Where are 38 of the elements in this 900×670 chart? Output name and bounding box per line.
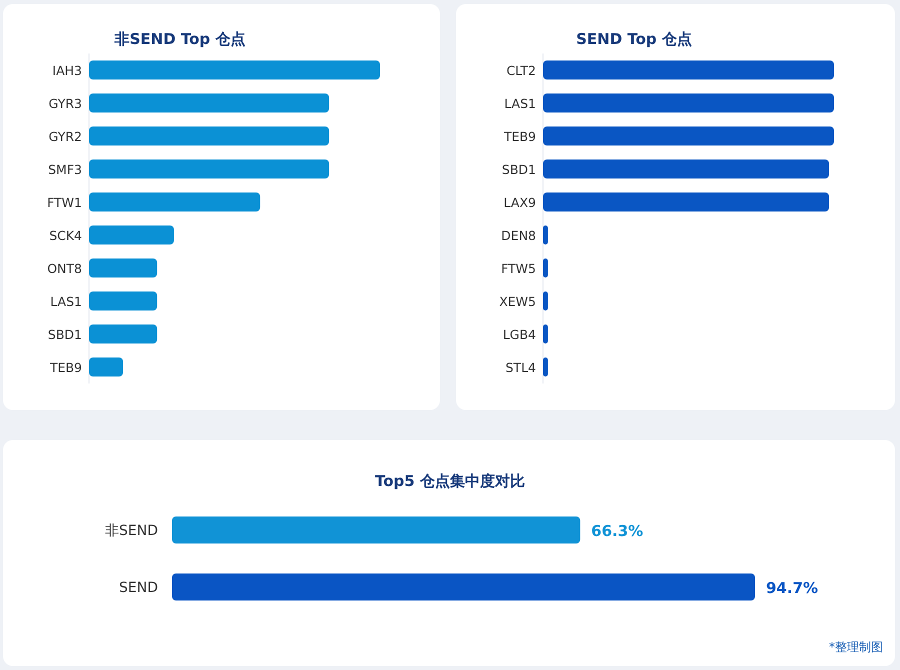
bar	[89, 324, 158, 344]
y-tick-label: STL4	[506, 360, 536, 375]
data-label: 66.3%	[591, 522, 644, 540]
chart-title: SEND Top 仓点	[576, 30, 692, 48]
bar	[89, 292, 158, 310]
y-tick-label: FTW1	[47, 195, 82, 210]
y-tick-label: GYR3	[48, 96, 82, 111]
y-tick-label: XEW5	[499, 294, 536, 309]
y-tick-label: GYR2	[48, 129, 82, 144]
bar	[89, 358, 124, 376]
y-tick-label: ONT8	[47, 261, 82, 276]
y-tick-label: LAS1	[504, 96, 536, 111]
y-tick-label: FTW5	[501, 261, 536, 276]
y-tick-label: SCK4	[49, 228, 82, 243]
data-label: 94.7%	[766, 579, 818, 597]
y-tick-label: DEN8	[501, 228, 536, 243]
chart-title: Top5 仓点集中度对比	[375, 472, 525, 490]
y-tick-label: SMF3	[48, 162, 82, 177]
bar	[89, 226, 174, 244]
bar	[89, 94, 330, 112]
y-tick-label: SEND	[119, 580, 158, 596]
y-tick-label: 非SEND	[105, 523, 158, 539]
y-tick-label: CLT2	[506, 63, 536, 78]
y-tick-label: LAS1	[50, 294, 82, 309]
y-tick-label: TEB9	[502, 129, 536, 144]
y-tick-label: TEB9	[48, 360, 82, 375]
text: *整理制图	[829, 640, 883, 654]
bar	[89, 60, 380, 80]
y-tick-label: IAH3	[52, 63, 82, 78]
y-tick-label: LGB4	[502, 327, 536, 342]
y-tick-label: LAX9	[504, 195, 536, 210]
y-tick-label: SBD1	[48, 327, 82, 342]
bar	[89, 192, 260, 212]
y-tick-label: SBD1	[502, 162, 536, 177]
bar	[89, 258, 158, 278]
bar	[89, 160, 330, 178]
bar	[89, 126, 330, 146]
chart-title: 非SEND Top 仓点	[114, 30, 246, 48]
